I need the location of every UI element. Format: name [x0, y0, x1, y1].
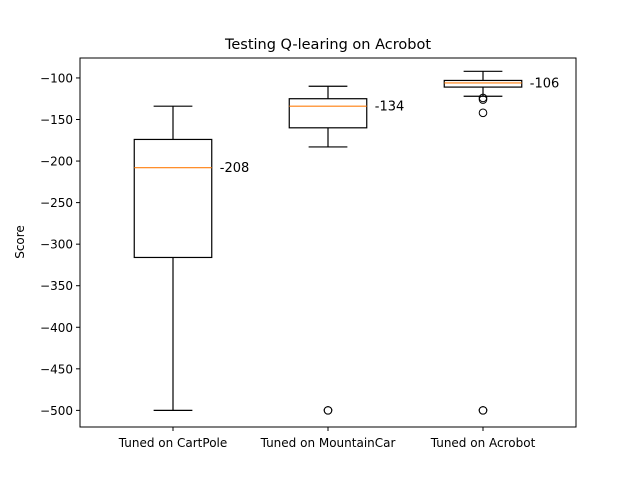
chart-title: Testing Q-learing on Acrobot — [224, 37, 431, 53]
y-tick-label: −500 — [40, 404, 73, 418]
outlier-point — [478, 406, 488, 415]
y-tick-label: −350 — [40, 279, 73, 293]
outlier-point — [478, 95, 488, 104]
median-annotation: -106 — [530, 76, 560, 91]
y-tick-label: −200 — [40, 155, 73, 169]
plot-frame — [79, 57, 577, 428]
y-tick-label: −400 — [40, 321, 73, 335]
y-tick-label: −150 — [40, 113, 73, 127]
iqr-box — [443, 79, 523, 88]
median-annotation: -208 — [220, 161, 250, 176]
iqr-box — [288, 98, 368, 129]
x-tick-label: Tuned on Acrobot — [430, 436, 536, 450]
median-annotation: -134 — [375, 100, 405, 115]
outlier-point — [323, 406, 333, 415]
x-tick-label: Tuned on CartPole — [118, 436, 228, 450]
iqr-box — [133, 138, 213, 259]
y-axis-label: Score — [13, 225, 27, 259]
y-tick-label: −250 — [40, 196, 73, 210]
y-tick-label: −100 — [40, 71, 73, 85]
y-tick-label: −450 — [40, 362, 73, 376]
x-tick-label: Tuned on MountainCar — [260, 436, 396, 450]
outlier-point — [478, 108, 488, 118]
plot-area: −100 −150 −200 −250 −300 −350 −400 −450 −500 Tune… — [40, 70, 560, 450]
y-tick-label: −300 — [40, 238, 73, 252]
